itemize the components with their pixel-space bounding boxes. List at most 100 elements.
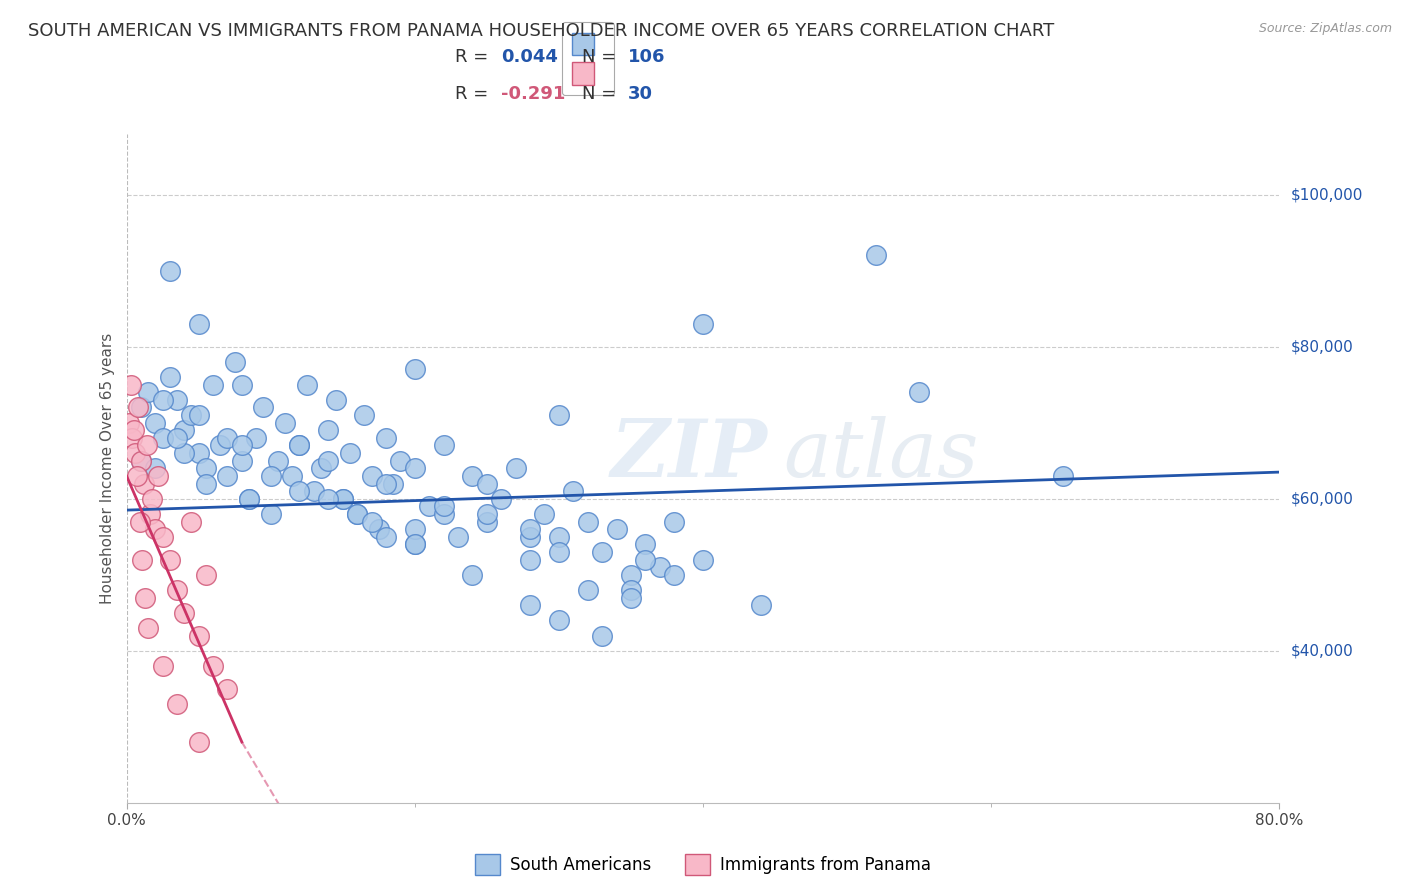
Point — [194, 461, 217, 475]
Point — [475, 507, 498, 521]
Point — [404, 522, 426, 536]
Point — [692, 317, 714, 331]
Point — [533, 507, 555, 521]
Point — [519, 552, 541, 566]
Point — [131, 552, 153, 566]
Point — [548, 530, 571, 544]
Point — [461, 567, 484, 582]
Text: R =: R = — [456, 85, 494, 103]
Point — [433, 507, 456, 521]
Point — [332, 491, 354, 506]
Legend: South Americans, Immigrants from Panama: South Americans, Immigrants from Panama — [468, 847, 938, 881]
Point — [136, 621, 159, 635]
Point — [202, 659, 225, 673]
Point — [129, 453, 152, 467]
Point — [519, 530, 541, 544]
Point — [135, 438, 157, 452]
Point — [382, 476, 405, 491]
Point — [309, 461, 332, 475]
Point — [173, 423, 195, 437]
Point — [562, 484, 585, 499]
Point — [187, 317, 209, 331]
Point — [152, 659, 174, 673]
Point — [231, 438, 253, 452]
Point — [136, 385, 159, 400]
Point — [461, 469, 484, 483]
Point — [360, 469, 382, 483]
Point — [605, 522, 627, 536]
Point — [138, 507, 160, 521]
Point — [125, 469, 148, 483]
Point — [505, 461, 527, 475]
Point — [252, 401, 274, 415]
Point — [620, 582, 643, 597]
Point — [124, 446, 146, 460]
Point — [173, 446, 195, 460]
Point — [548, 408, 571, 422]
Point — [447, 530, 470, 544]
Point — [367, 522, 389, 536]
Point — [166, 582, 188, 597]
Point — [316, 453, 339, 467]
Point — [132, 476, 155, 491]
Point — [127, 401, 149, 415]
Point — [295, 377, 318, 392]
Point — [288, 484, 311, 499]
Point — [267, 453, 290, 467]
Point — [259, 469, 281, 483]
Point — [194, 567, 217, 582]
Point — [187, 446, 209, 460]
Text: R =: R = — [456, 48, 494, 66]
Point — [274, 416, 297, 430]
Point — [404, 362, 426, 376]
Text: SOUTH AMERICAN VS IMMIGRANTS FROM PANAMA HOUSEHOLDER INCOME OVER 65 YEARS CORREL: SOUTH AMERICAN VS IMMIGRANTS FROM PANAMA… — [28, 22, 1054, 40]
Point — [475, 476, 498, 491]
Point — [245, 431, 267, 445]
Point — [620, 591, 643, 605]
Text: Source: ZipAtlas.com: Source: ZipAtlas.com — [1258, 22, 1392, 36]
Point — [152, 392, 174, 407]
Point — [281, 469, 304, 483]
Point — [134, 591, 156, 605]
Point — [908, 385, 931, 400]
Point — [648, 560, 671, 574]
Point — [519, 598, 541, 612]
Point — [231, 453, 253, 467]
Point — [238, 491, 260, 506]
Point — [519, 522, 541, 536]
Point — [404, 537, 426, 551]
Point — [238, 491, 260, 506]
Point — [316, 423, 339, 437]
Point — [159, 370, 181, 384]
Point — [374, 431, 398, 445]
Text: atlas: atlas — [783, 417, 979, 493]
Point — [145, 461, 166, 475]
Point — [548, 545, 571, 559]
Point — [346, 507, 368, 521]
Point — [180, 515, 202, 529]
Point — [141, 491, 163, 506]
Point — [159, 263, 181, 277]
Point — [374, 530, 398, 544]
Point — [217, 681, 239, 696]
Point — [634, 537, 657, 551]
Point — [692, 552, 714, 566]
Point — [187, 408, 209, 422]
Text: $40,000: $40,000 — [1291, 643, 1354, 658]
Point — [187, 735, 209, 749]
Text: 0.044: 0.044 — [501, 48, 558, 66]
Text: N =: N = — [582, 48, 621, 66]
Point — [332, 491, 354, 506]
Point — [749, 598, 772, 612]
Point — [346, 507, 368, 521]
Point — [374, 476, 398, 491]
Point — [166, 697, 188, 711]
Point — [433, 500, 456, 514]
Point — [173, 606, 195, 620]
Point — [129, 453, 152, 467]
Point — [389, 453, 412, 467]
Point — [664, 515, 686, 529]
Point — [339, 446, 361, 460]
Point — [194, 476, 217, 491]
Text: $80,000: $80,000 — [1291, 339, 1354, 354]
